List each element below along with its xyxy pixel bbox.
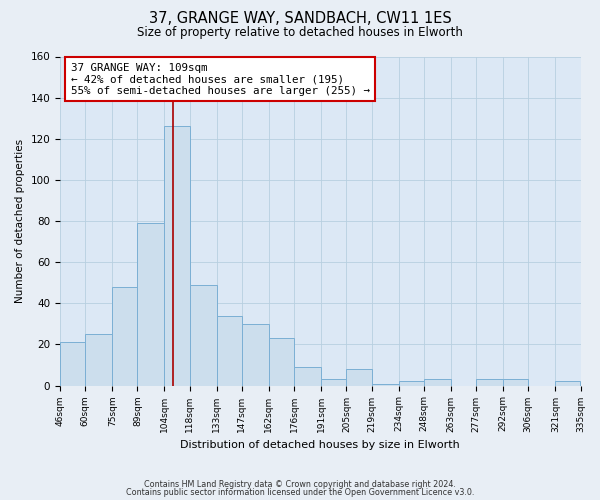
Text: Size of property relative to detached houses in Elworth: Size of property relative to detached ho… [137, 26, 463, 39]
Bar [164, 126, 190, 386]
Bar [476, 380, 503, 386]
Bar [60, 342, 85, 386]
Text: Contains public sector information licensed under the Open Government Licence v3: Contains public sector information licen… [126, 488, 474, 497]
Bar [269, 338, 294, 386]
Bar [112, 287, 137, 386]
Bar [424, 380, 451, 386]
Bar [217, 316, 242, 386]
Bar [294, 367, 321, 386]
Bar [321, 380, 346, 386]
Text: 37 GRANGE WAY: 109sqm
← 42% of detached houses are smaller (195)
55% of semi-det: 37 GRANGE WAY: 109sqm ← 42% of detached … [71, 62, 370, 96]
X-axis label: Distribution of detached houses by size in Elworth: Distribution of detached houses by size … [181, 440, 460, 450]
Bar [398, 382, 424, 386]
Bar [346, 369, 371, 386]
Bar [555, 382, 580, 386]
Y-axis label: Number of detached properties: Number of detached properties [15, 139, 25, 303]
Bar [242, 324, 269, 386]
Bar [190, 285, 217, 386]
Bar [503, 380, 528, 386]
Bar [137, 223, 164, 386]
Text: Contains HM Land Registry data © Crown copyright and database right 2024.: Contains HM Land Registry data © Crown c… [144, 480, 456, 489]
Text: 37, GRANGE WAY, SANDBACH, CW11 1ES: 37, GRANGE WAY, SANDBACH, CW11 1ES [149, 11, 451, 26]
Bar [371, 384, 398, 386]
Bar [85, 334, 112, 386]
